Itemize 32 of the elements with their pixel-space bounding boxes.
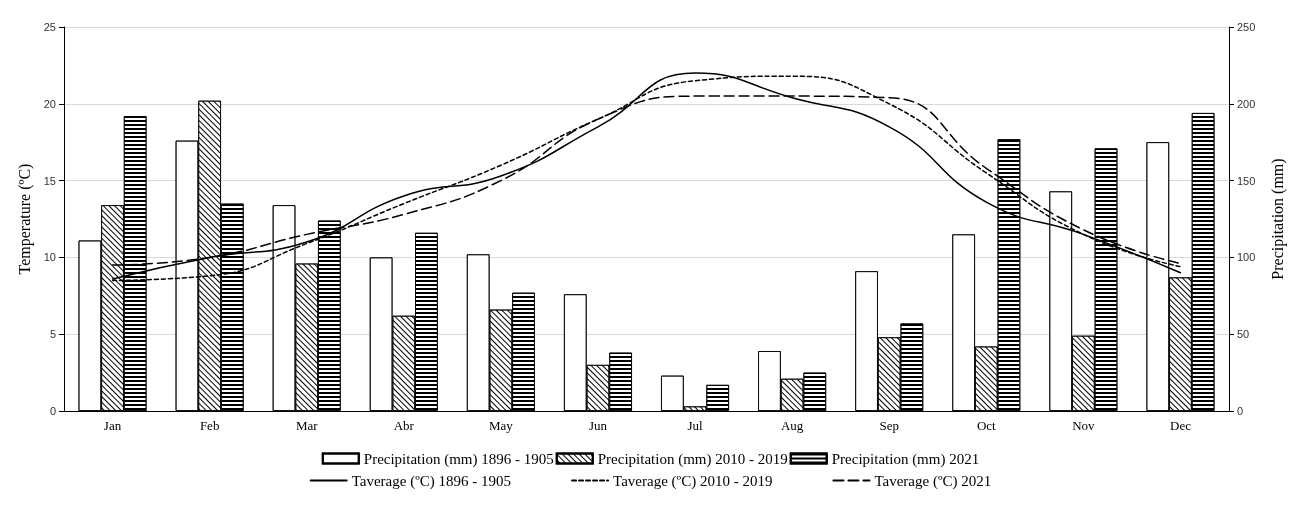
x-tick-label: Dec (1169, 418, 1192, 433)
y2-tick-label: 0 (1237, 405, 1244, 417)
y2-tick-label: 150 (1237, 174, 1256, 187)
legend-label: Taverage (ºC) 2021 (874, 472, 992, 490)
y-tick-label: 0 (49, 405, 56, 417)
x-tick-label: Jan (103, 418, 122, 433)
y2-tick-label: 50 (1237, 328, 1250, 341)
x-tick-label: Mar (295, 418, 319, 433)
legend-label: Precipitation (mm) 2021 (831, 450, 980, 468)
x-tick-label: Jul (687, 418, 704, 433)
x-tick-label: May (488, 418, 514, 433)
y-tick-label: 15 (43, 174, 56, 187)
x-tick-label: Sep (879, 418, 899, 433)
y2-axis-title: Precipitation (mm) (1268, 158, 1287, 280)
y-tick-label: 5 (49, 328, 56, 341)
x-tick-label: Abr (393, 418, 415, 433)
legend-label: Precipitation (mm) 2010 - 2019 (597, 450, 788, 468)
x-tick-label: Nov (1072, 418, 1096, 433)
y-tick-label: 20 (43, 97, 56, 110)
x-tick-label: Aug (780, 418, 804, 433)
legend-label: Precipitation (mm) 1896 - 1905 (363, 450, 554, 468)
legend-label: Taverage (ºC) 2010 - 2019 (613, 472, 773, 490)
x-tick-label: Jun (588, 418, 608, 433)
y-tick-label: 25 (43, 21, 56, 33)
x-tick-label: Oct (976, 418, 997, 433)
y-axis-title: Temperature (ºC) (15, 163, 34, 275)
x-tick-label: Feb (199, 418, 220, 433)
y2-tick-label: 100 (1237, 251, 1256, 264)
y2-tick-label: 200 (1237, 97, 1256, 110)
y2-tick-label: 250 (1237, 21, 1256, 33)
y-tick-label: 10 (43, 251, 56, 264)
legend-label: Taverage (ºC) 1896 - 1905 (351, 472, 512, 490)
